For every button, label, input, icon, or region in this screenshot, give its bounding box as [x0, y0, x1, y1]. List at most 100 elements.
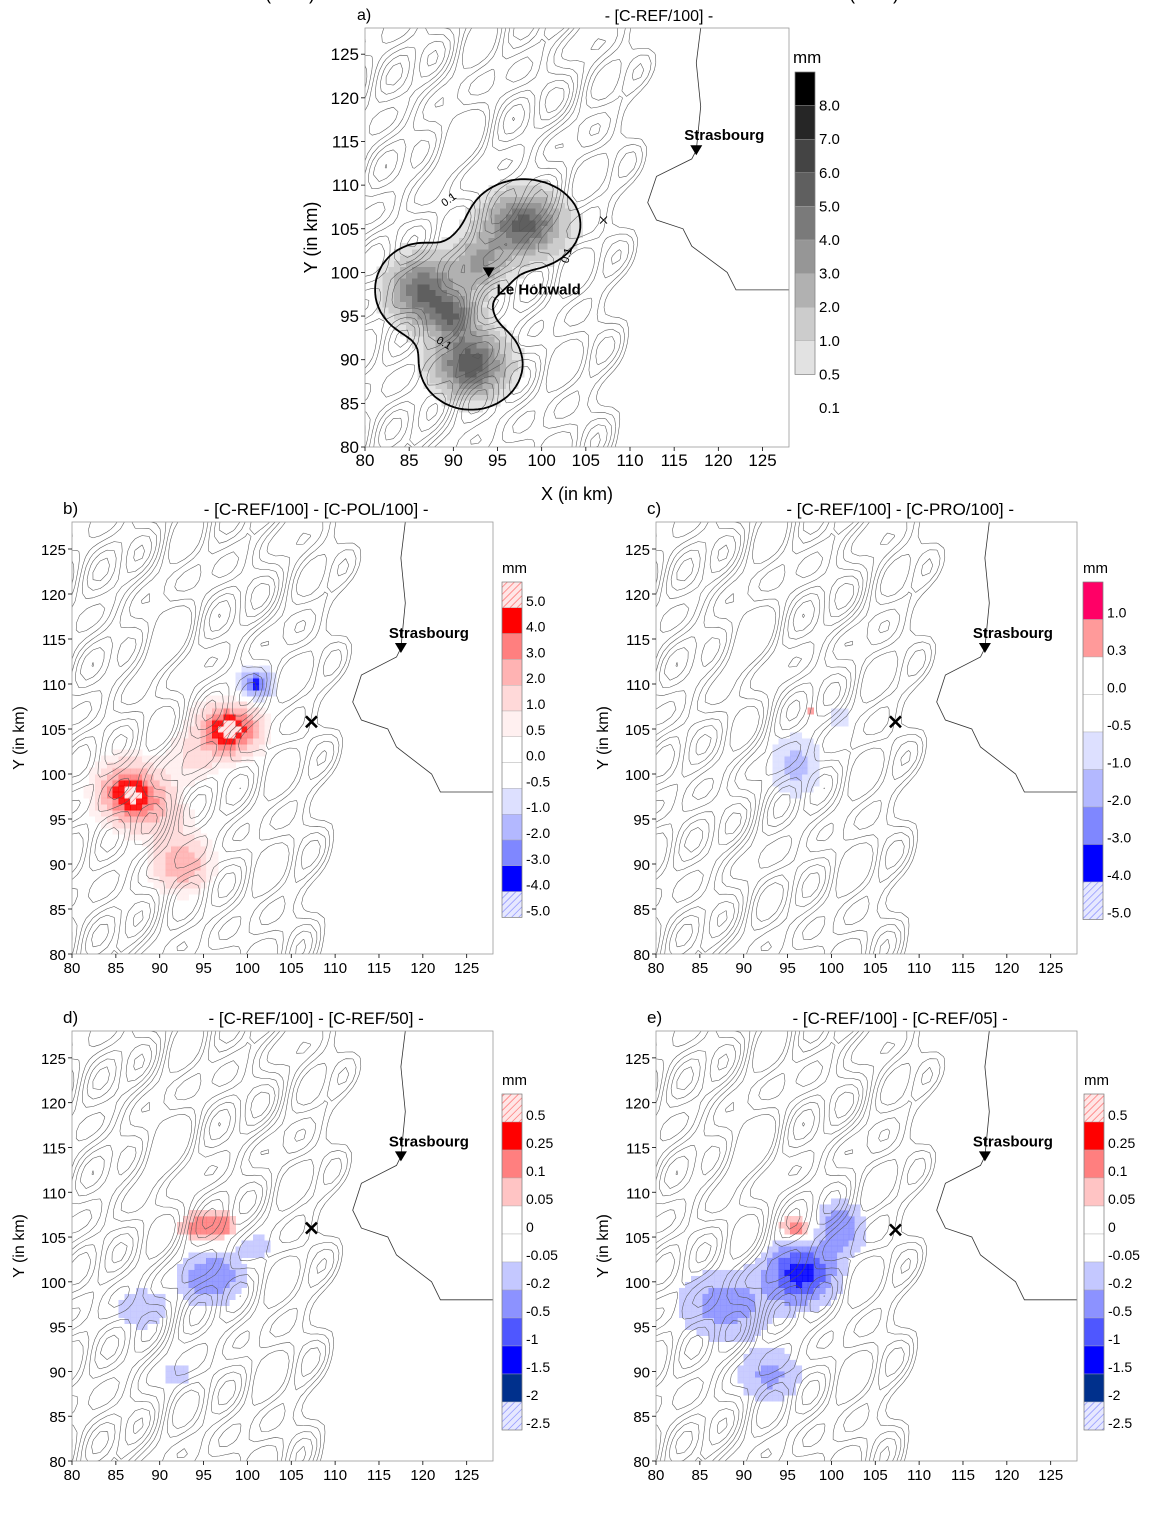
field-cell	[106, 1323, 114, 1330]
field-cell	[790, 1221, 797, 1229]
field-cell	[553, 219, 560, 227]
field-cell	[188, 881, 196, 889]
field-cell	[860, 1227, 867, 1235]
location-marker-icon	[978, 643, 991, 653]
field-cell	[494, 283, 501, 291]
field-cell	[388, 277, 395, 285]
field-cell	[376, 289, 383, 296]
field-cell	[165, 1383, 172, 1390]
field-cell	[790, 1257, 797, 1265]
field-cell	[118, 1287, 125, 1295]
field-cell	[661, 1299, 668, 1307]
field-cell	[171, 1269, 178, 1277]
field-cell	[458, 324, 466, 331]
colorbar-box	[501, 1317, 523, 1347]
field-cell	[200, 863, 207, 871]
field-cell	[89, 803, 96, 811]
field-cell	[854, 1203, 861, 1211]
field-cell	[772, 1353, 780, 1360]
field-cell	[429, 301, 436, 308]
field-cell	[749, 1353, 756, 1360]
field-cell	[447, 382, 454, 390]
x-tick-label: 105	[572, 451, 600, 470]
panel-d: 80 85 90 95 100 105 110 115 120 12580859095100105…	[11, 0, 558, 1484]
field-cell	[229, 761, 237, 769]
field-cell	[564, 196, 572, 203]
field-cell	[784, 1293, 791, 1301]
field-cell	[511, 196, 519, 203]
field-cell	[159, 845, 166, 853]
field-cell	[836, 695, 844, 703]
field-cell	[176, 1365, 184, 1372]
colorbar-label: 3.0	[526, 644, 546, 660]
field-cell	[182, 1263, 190, 1271]
field-cell	[506, 231, 513, 238]
field-cell	[159, 881, 166, 889]
field-cell	[796, 1233, 803, 1241]
field-cell	[147, 1269, 155, 1277]
colorbar-box	[794, 307, 816, 342]
field-cell	[801, 1269, 809, 1277]
field-cell	[235, 689, 242, 697]
field-cell	[112, 1275, 120, 1283]
field-cell	[494, 248, 501, 256]
field-cell	[429, 312, 436, 320]
y-tick-label: 105	[625, 722, 650, 739]
field-cell	[106, 1329, 114, 1336]
field-cell	[200, 743, 207, 751]
field-cell	[106, 1299, 114, 1307]
field-cell	[743, 791, 750, 799]
field-cell	[749, 1395, 756, 1402]
field-cell	[511, 225, 519, 232]
field-cell	[417, 301, 425, 308]
field-cell	[411, 312, 419, 320]
field-cell	[200, 773, 207, 781]
field-cell	[470, 394, 478, 401]
y-tick-label: 85	[633, 902, 650, 919]
field-cell	[559, 219, 566, 227]
field-cell	[153, 1371, 161, 1378]
field-cell	[118, 1299, 125, 1307]
x-tick-label: 85	[108, 1467, 125, 1484]
plot-frame	[364, 27, 790, 448]
field-cell	[223, 1221, 231, 1229]
field-cell	[130, 1305, 137, 1312]
field-cell	[171, 1305, 178, 1312]
field-cell	[760, 755, 768, 763]
field-cell	[760, 1281, 768, 1289]
field-cell	[778, 1245, 785, 1253]
field-cell	[112, 779, 120, 787]
field-cell	[760, 1251, 768, 1259]
field-cell	[171, 881, 178, 889]
field-cell	[124, 1317, 131, 1324]
field-cell	[737, 1269, 745, 1277]
field-cell	[124, 755, 131, 763]
field-cell	[836, 1293, 844, 1301]
field-cell	[188, 1299, 196, 1307]
plot-frame	[655, 521, 1078, 955]
colorbar-box	[1082, 656, 1104, 695]
field-cell	[411, 295, 419, 302]
field-cell	[749, 1269, 756, 1277]
field-cell	[165, 1293, 172, 1301]
field-cell	[264, 671, 272, 679]
location-label: Strasbourg	[389, 625, 469, 642]
field-cell	[217, 1227, 225, 1235]
field-cell	[790, 1400, 797, 1408]
field-cell	[188, 1395, 196, 1402]
field-cell	[679, 1341, 686, 1348]
field-cell	[860, 1251, 867, 1259]
field-cell	[417, 330, 425, 337]
field-cell	[400, 318, 407, 326]
field-cell	[188, 1275, 196, 1283]
field-cell	[848, 1203, 856, 1211]
field-cell	[182, 743, 190, 751]
field-cell	[784, 1227, 791, 1235]
field-cell	[482, 330, 489, 337]
field-cell	[447, 365, 454, 372]
field-cell	[258, 665, 266, 673]
field-cell	[790, 1371, 797, 1378]
field-cell	[453, 289, 460, 296]
field-cell	[159, 1359, 166, 1366]
field-cell	[714, 1251, 721, 1259]
